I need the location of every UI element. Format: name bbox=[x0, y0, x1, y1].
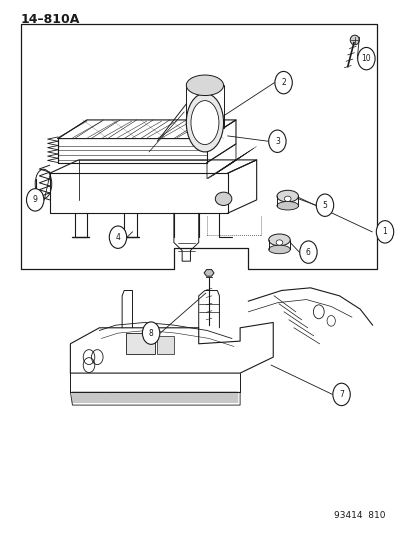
Circle shape bbox=[299, 241, 316, 263]
Circle shape bbox=[109, 226, 126, 248]
Circle shape bbox=[274, 71, 292, 94]
Ellipse shape bbox=[186, 75, 223, 95]
Text: 2: 2 bbox=[280, 78, 285, 87]
Text: 14–810A: 14–810A bbox=[21, 13, 80, 26]
Text: 5: 5 bbox=[322, 201, 327, 209]
Text: 8: 8 bbox=[148, 329, 153, 337]
Ellipse shape bbox=[186, 93, 223, 152]
Text: 9: 9 bbox=[33, 196, 38, 204]
Text: 6: 6 bbox=[305, 248, 310, 256]
Circle shape bbox=[332, 383, 349, 406]
Ellipse shape bbox=[275, 240, 282, 245]
FancyBboxPatch shape bbox=[126, 333, 155, 354]
Circle shape bbox=[26, 189, 44, 211]
Circle shape bbox=[357, 47, 374, 70]
Text: 3: 3 bbox=[274, 137, 279, 146]
Ellipse shape bbox=[268, 234, 290, 246]
Text: 4: 4 bbox=[115, 233, 120, 241]
Text: 10: 10 bbox=[361, 54, 370, 63]
Ellipse shape bbox=[268, 245, 290, 254]
Polygon shape bbox=[204, 270, 214, 276]
Circle shape bbox=[375, 221, 393, 243]
Ellipse shape bbox=[190, 101, 218, 144]
Ellipse shape bbox=[276, 190, 298, 202]
Text: 93414  810: 93414 810 bbox=[333, 511, 384, 520]
Text: 7: 7 bbox=[338, 390, 343, 399]
Circle shape bbox=[268, 130, 285, 152]
Ellipse shape bbox=[276, 201, 298, 210]
Circle shape bbox=[142, 322, 159, 344]
Text: 1: 1 bbox=[382, 228, 387, 236]
Ellipse shape bbox=[215, 192, 231, 206]
Ellipse shape bbox=[349, 35, 358, 45]
FancyBboxPatch shape bbox=[157, 336, 173, 354]
Circle shape bbox=[316, 194, 333, 216]
Ellipse shape bbox=[284, 196, 290, 201]
